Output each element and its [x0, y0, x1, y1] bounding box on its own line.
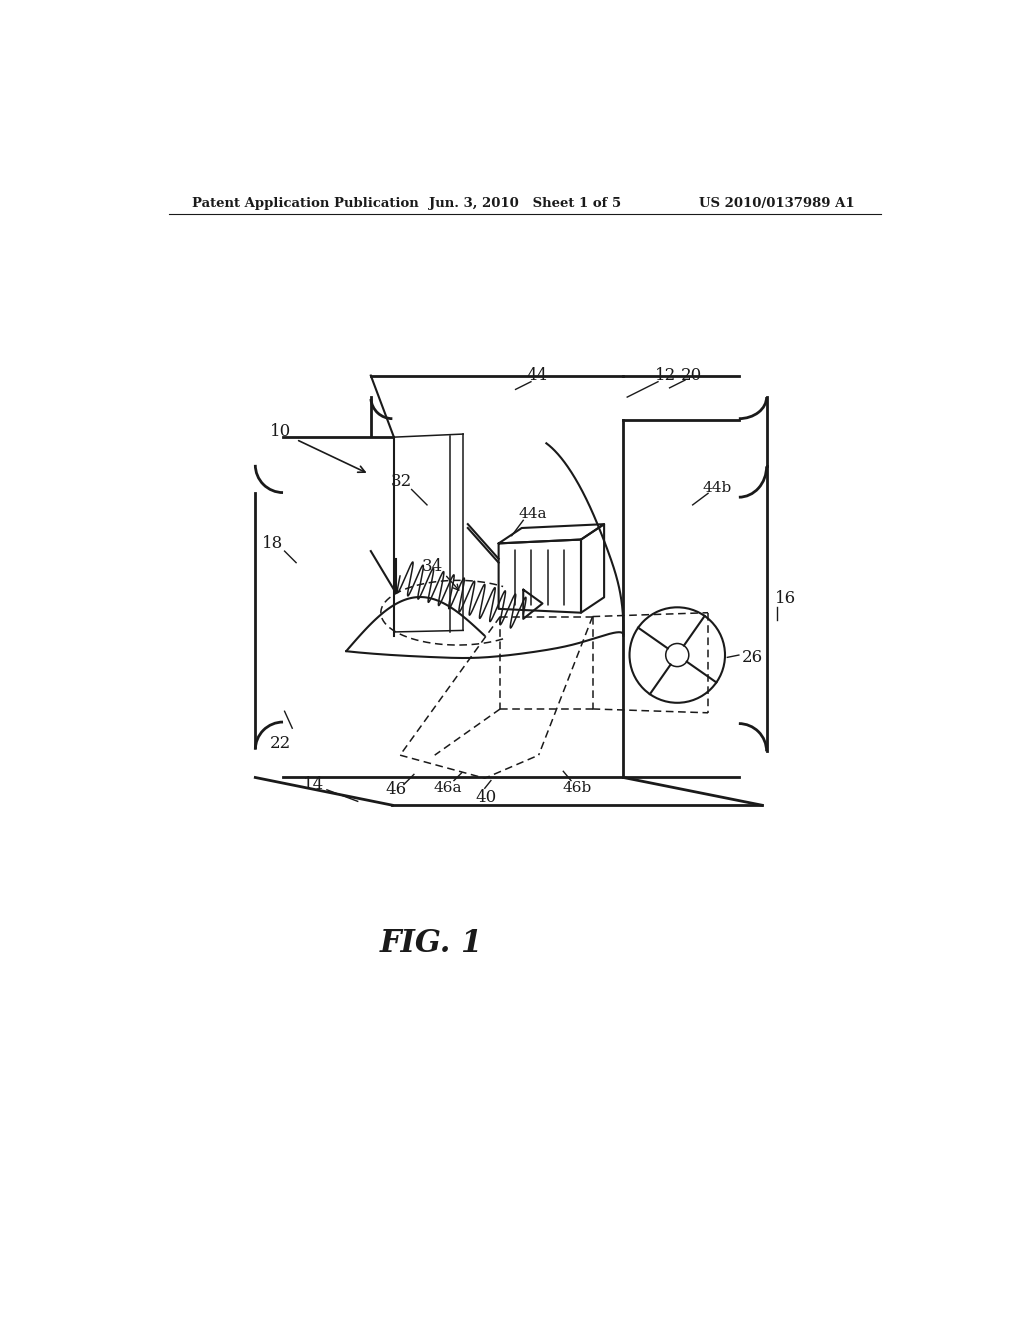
Text: 44b: 44b [702, 480, 732, 495]
Text: 46: 46 [386, 781, 407, 799]
Text: 46a: 46a [433, 781, 462, 795]
Text: 40: 40 [476, 789, 497, 807]
Text: 34: 34 [422, 558, 443, 576]
Text: Jun. 3, 2010   Sheet 1 of 5: Jun. 3, 2010 Sheet 1 of 5 [429, 197, 621, 210]
Text: FIG. 1: FIG. 1 [379, 928, 482, 960]
Text: 18: 18 [262, 535, 284, 552]
Text: 12: 12 [655, 367, 676, 384]
Text: 44: 44 [526, 367, 548, 384]
Text: 10: 10 [270, 424, 292, 441]
Text: 46b: 46b [562, 781, 592, 795]
Text: 20: 20 [681, 367, 701, 384]
Text: 14: 14 [303, 776, 325, 793]
Text: 32: 32 [391, 474, 413, 490]
Text: 26: 26 [742, 649, 763, 665]
Text: US 2010/0137989 A1: US 2010/0137989 A1 [698, 197, 854, 210]
Text: 16: 16 [774, 590, 796, 607]
Text: Patent Application Publication: Patent Application Publication [193, 197, 419, 210]
Text: 22: 22 [270, 735, 292, 752]
Text: 44a: 44a [518, 507, 547, 521]
